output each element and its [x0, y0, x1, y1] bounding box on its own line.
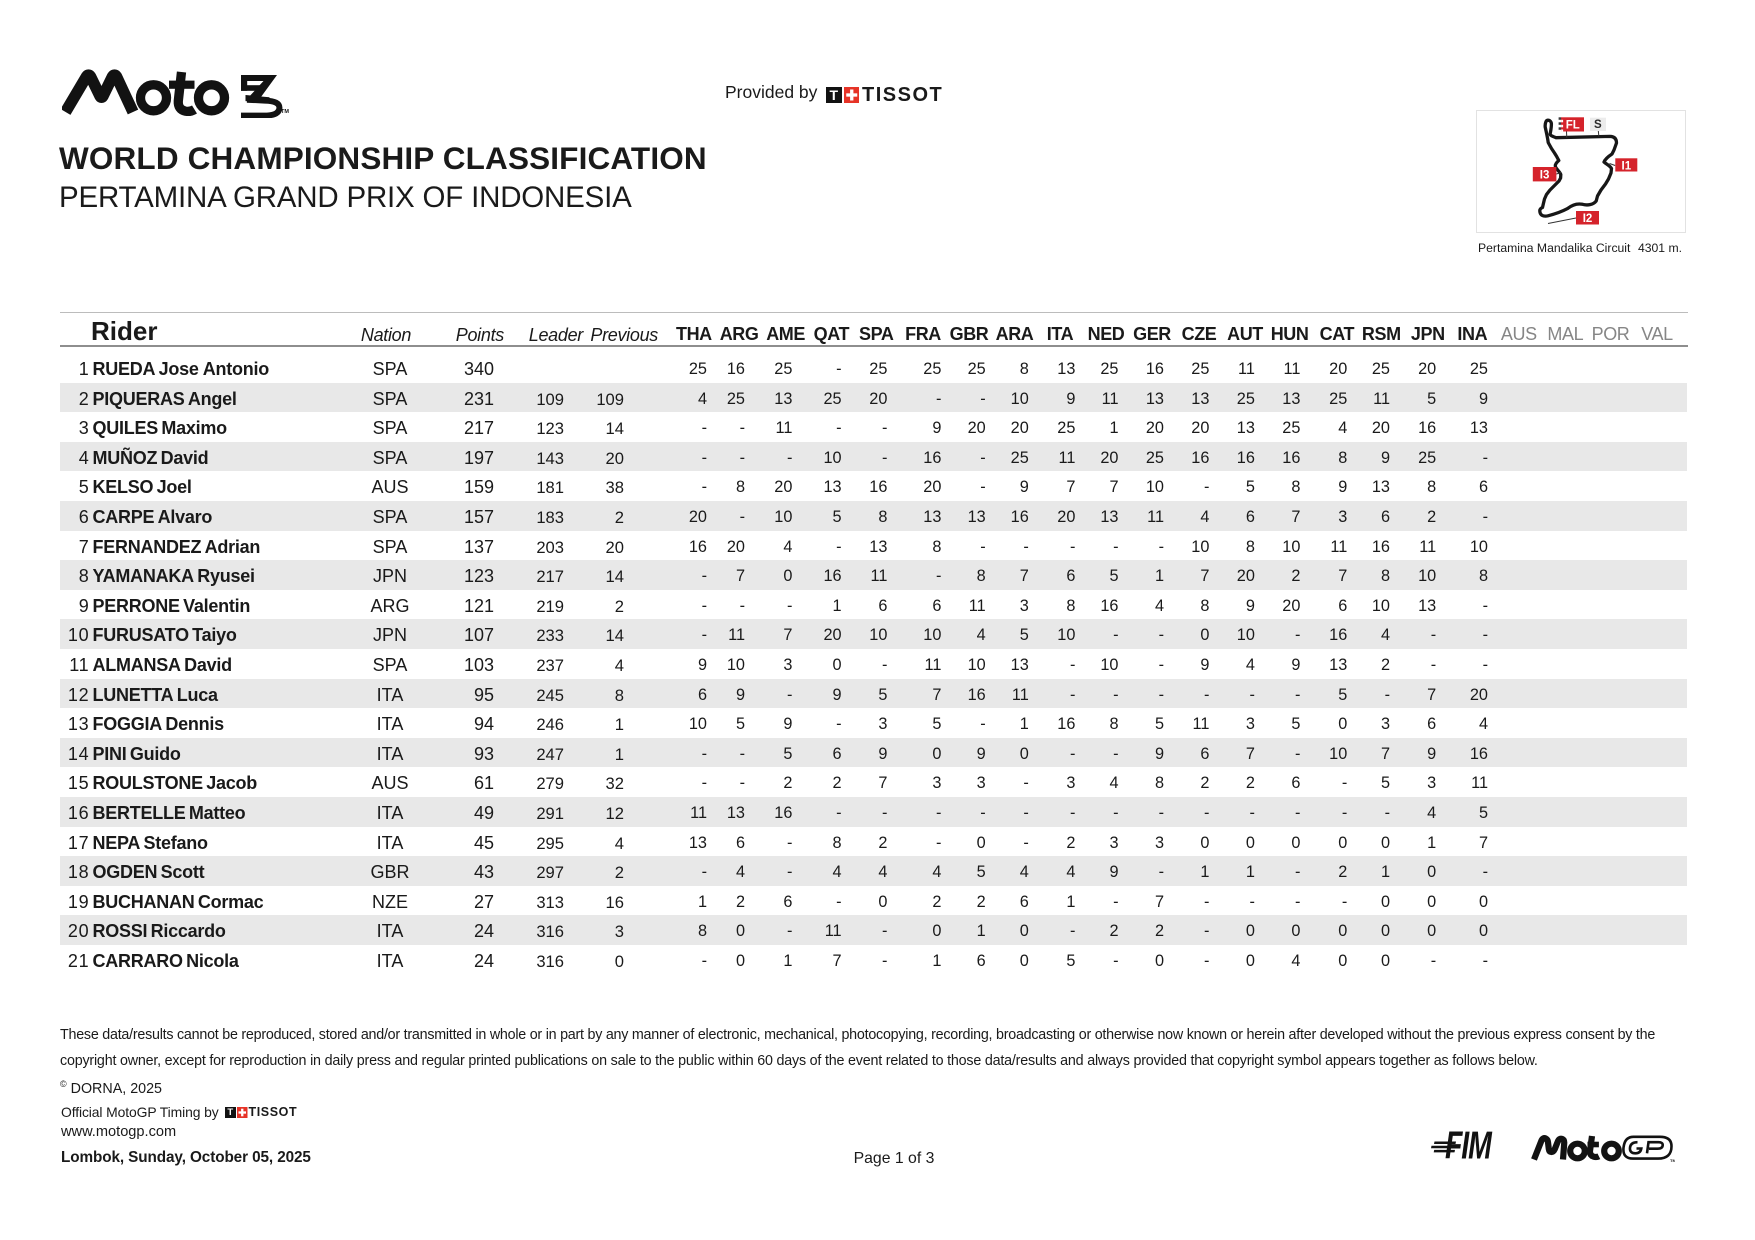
svg-text:FIM: FIM [1445, 1126, 1493, 1164]
svg-text:TM: TM [281, 109, 289, 115]
svg-text:TM: TM [1670, 1158, 1675, 1163]
svg-text:I3: I3 [1540, 170, 1550, 182]
svg-text:FL: FL [1566, 119, 1580, 131]
svg-text:S: S [1594, 119, 1602, 131]
svg-text:I2: I2 [1583, 213, 1593, 225]
svg-text:I1: I1 [1622, 160, 1632, 172]
